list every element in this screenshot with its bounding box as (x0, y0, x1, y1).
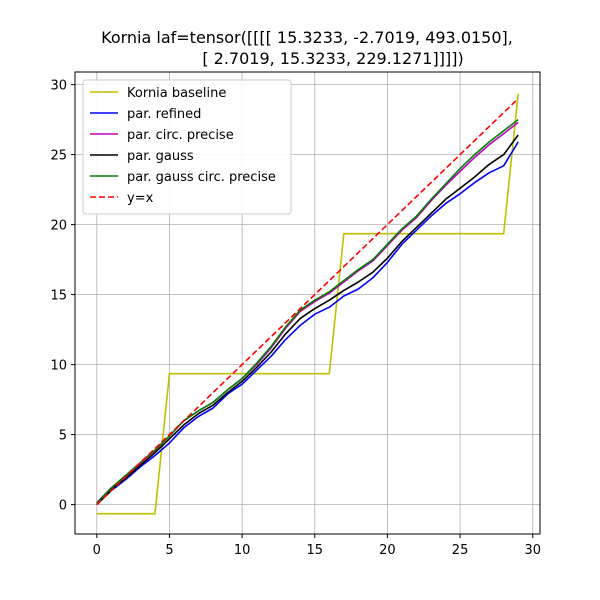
y-tick-label: 30 (50, 79, 67, 94)
series-line-kornia-baseline (96, 93, 519, 515)
x-tick-label: 20 (379, 543, 396, 558)
x-tick-label: 0 (93, 543, 101, 558)
chart-title-line-1: Kornia laf=tensor([[[[ 15.3233, -2.7019,… (101, 28, 513, 47)
legend-entry-label: par. circ. precise (127, 128, 234, 143)
axis-ticks: 0 5 10 15 20 25 30 0 5 10 15 20 25 30 (50, 79, 541, 558)
series-line-par-refined (96, 141, 519, 506)
legend-entry-label: par. gauss (127, 149, 194, 164)
y-tick-label: 15 (50, 289, 67, 304)
legend-box (82, 79, 292, 215)
chart-title-line-2: [ 2.7019, 15.3233, 229.1271]]]]) (202, 49, 463, 68)
series-line-par-gauss (96, 134, 519, 506)
x-tick-label: 15 (306, 543, 323, 558)
y-tick-label: 5 (59, 429, 67, 444)
y-tick-label: 25 (50, 149, 67, 164)
series-line-y-x (96, 98, 519, 506)
series-lines (96, 93, 519, 515)
x-tick-label: 25 (452, 543, 469, 558)
x-tick-label: 5 (165, 543, 173, 558)
x-tick-label: 30 (524, 543, 541, 558)
plot-area-frame (74, 71, 541, 535)
series-line-par-gauss-circ-precise (96, 118, 519, 504)
y-tick-label: 20 (50, 219, 67, 234)
y-tick-label: 10 (50, 359, 67, 374)
legend-entry-label: y=x (127, 191, 154, 206)
legend-entry-label: par. refined (127, 107, 201, 122)
x-tick-label: 10 (234, 543, 251, 558)
y-tick-label: 0 (59, 499, 67, 514)
legend: Kornia baseline par. refined par. circ. pr… (82, 79, 292, 215)
legend-entry-label: par. gauss circ. precise (127, 170, 276, 185)
legend-entry-label: Kornia baseline (127, 86, 226, 101)
